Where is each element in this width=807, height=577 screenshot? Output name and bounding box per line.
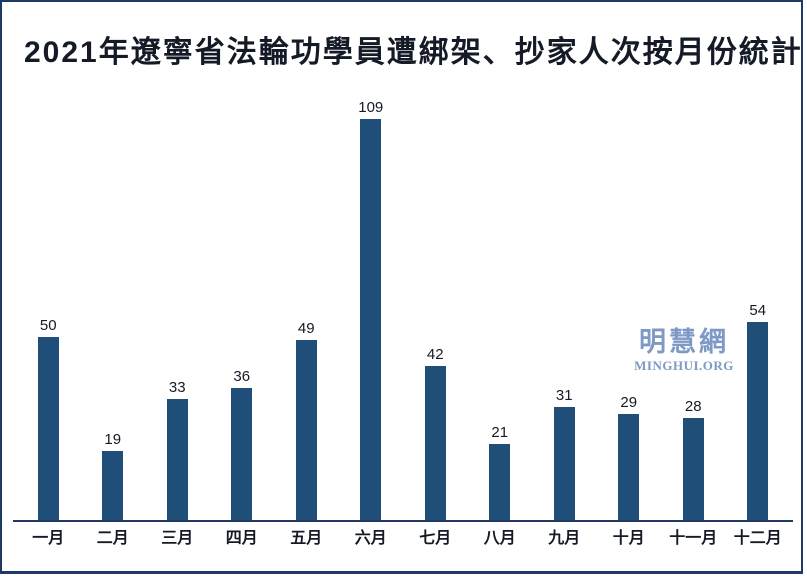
- bar: [37, 336, 59, 521]
- bar-value-label: 31: [555, 386, 573, 404]
- bar-group: 21: [468, 90, 533, 521]
- bar-value-label: 50: [39, 316, 57, 334]
- minghui-watermark: 明慧網 MINGHUI.ORG: [626, 327, 742, 373]
- bar-group: 29: [597, 90, 662, 521]
- bar: [295, 340, 317, 521]
- bar-value-label: 28: [684, 397, 702, 415]
- minghui-watermark-latin: MINGHUI.ORG: [634, 357, 734, 373]
- bar: [102, 450, 124, 521]
- bar-value-label: 49: [297, 320, 315, 338]
- x-axis-label: 六月: [354, 530, 387, 547]
- bar: [489, 443, 511, 521]
- bar: [682, 417, 704, 521]
- bar: [747, 321, 769, 521]
- bar-value-label: 33: [168, 379, 186, 397]
- bar-value-label: 54: [749, 301, 767, 319]
- bar-group: 54: [726, 90, 791, 521]
- x-axis-label: 十二月: [733, 530, 782, 547]
- bar-value-label: 21: [491, 423, 509, 441]
- bar-group: 109: [339, 90, 404, 521]
- plot-area: 50 19 33 36 49 109 42 21 31 29 28 54: [16, 90, 790, 521]
- x-axis-label: 二月: [96, 530, 129, 547]
- bar-value-label: 29: [620, 394, 638, 412]
- bar-group: 28: [661, 90, 726, 521]
- bar-group: 42: [403, 90, 468, 521]
- x-axis-label: 九月: [548, 530, 581, 547]
- bar-group: 50: [16, 90, 81, 521]
- x-axis-label: 十月: [612, 530, 645, 547]
- x-axis-label: 十一月: [669, 530, 718, 547]
- bar-value-label: 42: [426, 346, 444, 364]
- bar-group: 33: [145, 90, 210, 521]
- bar: [231, 388, 253, 521]
- x-axis-label: 八月: [483, 530, 516, 547]
- bar-group: 49: [274, 90, 339, 521]
- x-axis-line: [13, 520, 793, 522]
- bar-group: 19: [81, 90, 146, 521]
- bar: [360, 119, 382, 521]
- x-axis-label: 四月: [225, 530, 258, 547]
- minghui-watermark-cjk: 明慧網: [639, 327, 729, 357]
- bar-value-label: 19: [104, 430, 122, 448]
- bar: [618, 414, 640, 521]
- bar-group: 31: [532, 90, 597, 521]
- bar-value-label: 36: [233, 368, 251, 386]
- chart-title: 2021年遼寧省法輪功學員遭綁架、抄家人次按月份統計: [24, 36, 803, 69]
- bar-group: 36: [210, 90, 275, 521]
- bar: [553, 406, 575, 521]
- bar: [166, 399, 188, 521]
- x-axis-labels: 一月 二月 三月 四月 五月 六月 七月 八月 九月 十月 十一月 十二月: [16, 529, 790, 548]
- bar-value-label: 109: [358, 99, 384, 116]
- x-axis-label: 三月: [161, 530, 194, 547]
- bar: [424, 366, 446, 521]
- x-axis-label: 一月: [32, 530, 65, 547]
- x-axis-label: 五月: [290, 530, 323, 547]
- x-axis-label: 七月: [419, 530, 452, 547]
